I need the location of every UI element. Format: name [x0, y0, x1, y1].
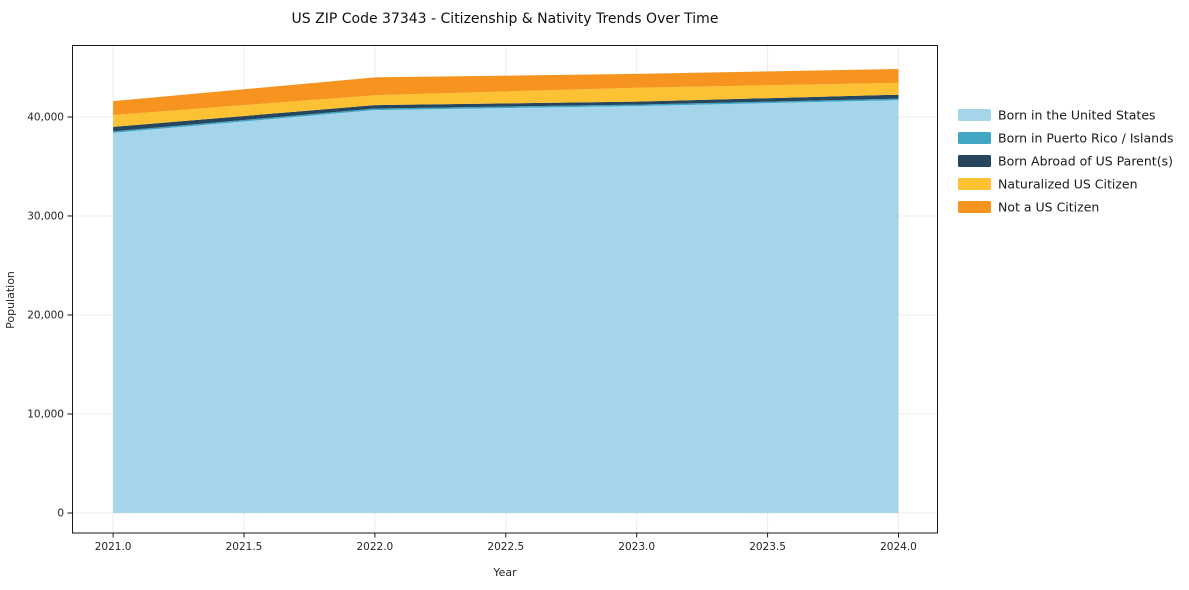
- legend-item: Born in the United States: [958, 108, 1156, 123]
- y-tick-label: 40,000: [27, 111, 64, 123]
- x-tick-label: 2023.0: [618, 541, 655, 553]
- area-series-2: [113, 94, 899, 132]
- x-tick-label: 2024.0: [880, 541, 917, 553]
- ticks-layer: [67, 116, 899, 538]
- legend-swatch: [958, 109, 991, 121]
- legend-swatch: [958, 178, 991, 190]
- x-tick-label: 2023.5: [749, 541, 786, 553]
- tick-labels-layer: 2021.0 2021.5 2022.0 2022.5 2023.0 2023.5 2024…: [27, 111, 917, 553]
- legend-label: Naturalized US Citizen: [998, 177, 1138, 192]
- x-tick-label: 2022.5: [487, 541, 524, 553]
- legend-label: Born Abroad of US Parent(s): [998, 154, 1173, 169]
- area-series-4: [113, 68, 899, 115]
- legend-label: Not a US Citizen: [998, 200, 1099, 215]
- legend-label: Born in Puerto Rico / Islands: [998, 131, 1174, 146]
- legend-item: Born in Puerto Rico / Islands: [958, 131, 1174, 146]
- x-tick-label: 2021.5: [226, 541, 263, 553]
- x-tick-label: 2022.0: [357, 541, 394, 553]
- y-axis-label: Population: [4, 271, 17, 329]
- legend-item: Born Abroad of US Parent(s): [958, 154, 1173, 169]
- y-tick-label: 20,000: [27, 309, 64, 321]
- y-tick-label: 10,000: [27, 408, 64, 420]
- x-tick-label: 2021.0: [95, 541, 132, 553]
- chart-title: US ZIP Code 37343 - Citizenship & Nativi…: [292, 11, 719, 27]
- legend-label: Born in the United States: [998, 108, 1156, 123]
- plot-border: [72, 45, 938, 534]
- legend-swatch: [958, 132, 991, 144]
- legend-item: Naturalized US Citizen: [958, 177, 1138, 192]
- legend-swatch: [958, 155, 991, 167]
- stacked-areas-layer: [113, 68, 899, 514]
- y-tick-label: 0: [57, 508, 64, 520]
- legend-swatch: [958, 201, 991, 213]
- area-series-3: [113, 82, 899, 127]
- legend: Born in the United States Born in Puerto …: [958, 108, 1174, 215]
- x-axis-label: Year: [492, 566, 517, 579]
- legend-item: Not a US Citizen: [958, 200, 1099, 215]
- area-series-0: [113, 100, 899, 514]
- y-tick-label: 30,000: [27, 210, 64, 222]
